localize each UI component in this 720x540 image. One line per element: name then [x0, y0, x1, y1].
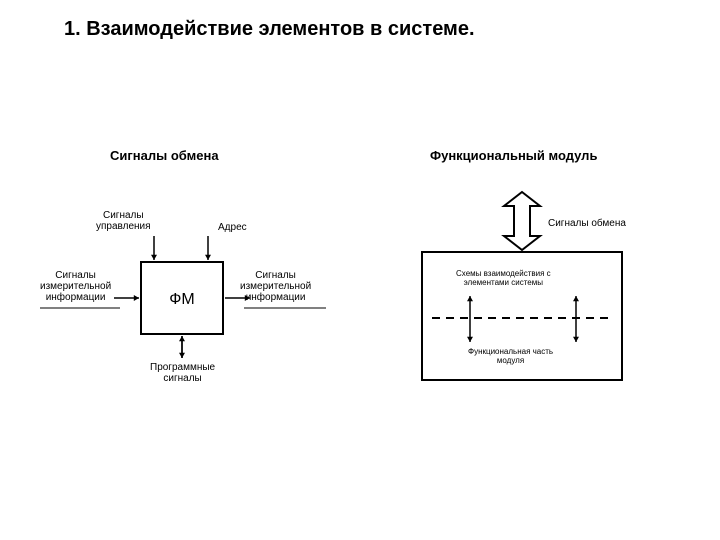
label-ctrl: Сигналыуправления	[96, 210, 151, 232]
label-addr: Адрес	[218, 222, 247, 233]
label-exchange: Сигналы обмена	[548, 218, 626, 229]
label-bot-area: Функциональная частьмодуля	[468, 348, 553, 366]
label-prog: Программныесигналы	[150, 362, 215, 384]
svg-text:ФМ: ФМ	[169, 291, 195, 308]
label-top-area: Схемы взаимодействия сэлементами системы	[456, 270, 551, 288]
label-in: Сигналыизмерительнойинформации	[40, 270, 111, 303]
label-out: Сигналыизмерительнойинформации	[240, 270, 311, 303]
